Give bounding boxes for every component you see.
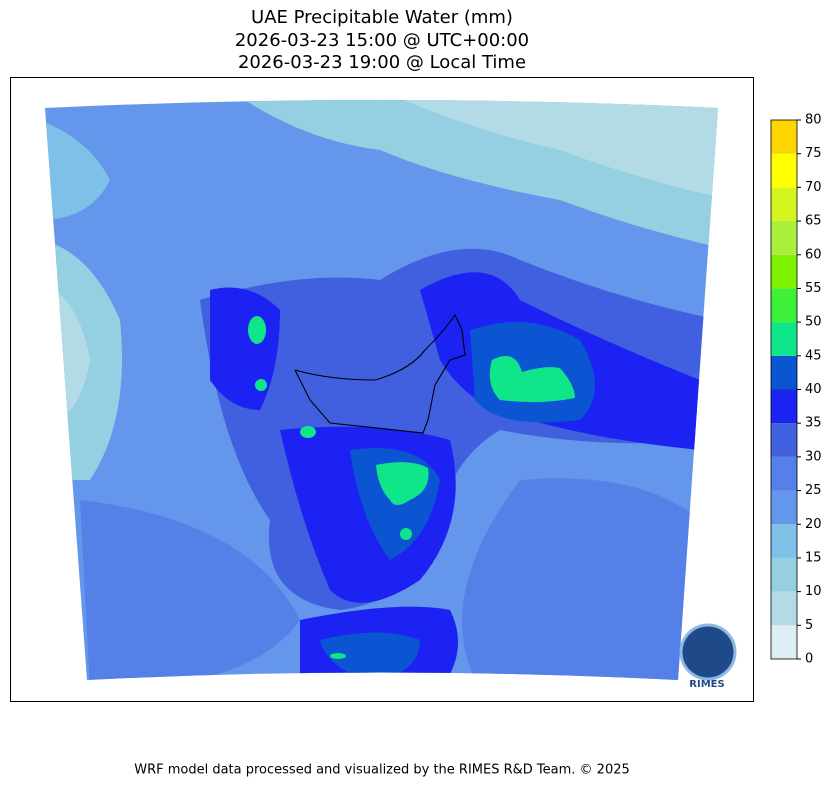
title-line: 2026-03-23 15:00 @ UTC+00:00 (235, 30, 529, 51)
colorbar-bin (771, 389, 797, 424)
precipitable-water-field (45, 100, 718, 680)
colorbar: 0 5 10 15 20 25 30 35 40 45 50 55 60 65 70 75 80 (770, 113, 822, 667)
colorbar-tick-label: 35 (805, 416, 822, 431)
colorbar-tick-label: 50 (805, 315, 822, 330)
colorbar-bin (771, 120, 797, 154)
colorbar-tick-label: 80 (805, 113, 822, 128)
coastline (294, 313, 466, 434)
footer-credit: WRF model data processed and visualized … (134, 763, 630, 778)
colorbar-bin (771, 423, 797, 457)
colorbar-tick-label: 5 (805, 618, 813, 633)
colorbar-bin (771, 557, 797, 592)
colorbar-tick-label: 55 (805, 281, 822, 296)
colorbar-tick-label: 40 (805, 382, 822, 397)
colorbar-tick-label: 20 (805, 517, 822, 532)
colorbar-bin (771, 625, 797, 659)
colorbar-bin (771, 355, 797, 390)
colorbar-bin (771, 524, 797, 558)
colorbar-bin (771, 254, 797, 289)
colorbar-tick-label: 30 (805, 449, 822, 464)
logo-text: RIMES (689, 679, 724, 690)
colorbar-tick-label: 70 (805, 180, 822, 195)
colorbar-bin (771, 456, 797, 491)
colorbar-bin (771, 288, 797, 323)
colorbar-bin (771, 221, 797, 255)
colorbar-bin (771, 322, 797, 356)
colorbar-bin (771, 490, 797, 525)
colorbar-tick-label: 0 (805, 652, 813, 667)
colorbar-tick-label: 15 (805, 550, 822, 565)
title-line: 2026-03-23 19:00 @ Local Time (238, 52, 526, 73)
colorbar-tick-label: 75 (805, 146, 822, 161)
colorbar-tick-label: 25 (805, 483, 822, 498)
colorbar-bin (771, 591, 797, 626)
colorbar-tick-label: 10 (805, 584, 822, 599)
logo-emblem (679, 623, 737, 681)
colorbar-tick-label: 60 (805, 247, 822, 262)
colorbar-bin (771, 187, 797, 222)
title-line: UAE Precipitable Water (mm) (251, 7, 513, 28)
colorbar-tick-label: 65 (805, 214, 822, 229)
colorbar-tick-label: 45 (805, 348, 822, 363)
colorbar-bin (771, 153, 797, 188)
